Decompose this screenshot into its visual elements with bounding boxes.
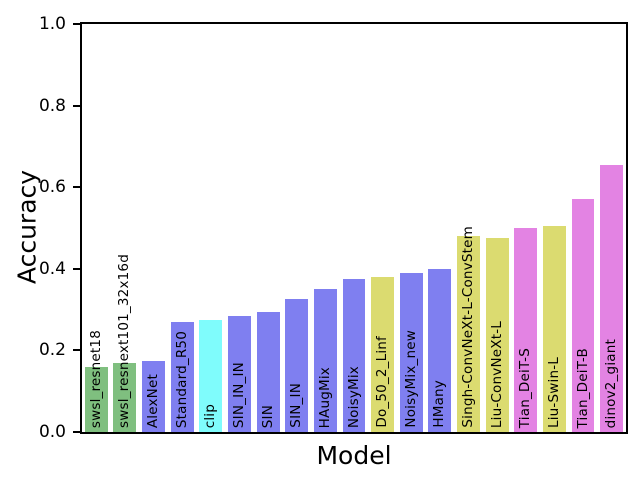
bar-label: Tian_DeiT-B: [574, 347, 591, 428]
bar-clip: [199, 319, 223, 432]
bar-label: Standard_R50: [173, 330, 190, 428]
y-tick-mark: [73, 267, 80, 270]
bar-HMany: [428, 268, 452, 432]
bar-label: AlexNet: [145, 373, 162, 428]
y-tick-mark: [73, 186, 80, 189]
bar-label: Do_50_2_Linf: [374, 336, 391, 428]
bar-Standard_R50: [170, 321, 194, 432]
bar-Tian_DeiT-S: [514, 228, 538, 432]
bar-Tian_DeiT-B: [571, 199, 595, 432]
bars-container: swsl_resnet18 swsl_resnext101_32x16d AlexN…: [82, 24, 626, 432]
y-tick-label: 0.2: [38, 340, 66, 361]
y-tick-label: 0.4: [38, 258, 66, 279]
bar-label: HAugMix: [316, 366, 333, 428]
x-axis-label: Model: [316, 441, 392, 470]
y-tick-label: 1.0: [38, 14, 66, 34]
bar-label: Tian_DeiT-S: [517, 347, 534, 428]
bar-label: HMany: [431, 380, 448, 428]
bar-SIN_IN_IN: [228, 315, 251, 432]
bar-label: SIN_IN_IN: [230, 361, 247, 428]
y-tick-label: 0.6: [38, 177, 66, 198]
y-tick-mark: [73, 23, 80, 25]
bar-label: SIN: [259, 404, 276, 428]
bar-Liu-Swin-L: [542, 225, 566, 432]
y-tick-mark: [73, 431, 80, 433]
bar-label: Singh-ConvNeXt-L-ConvStem: [460, 226, 477, 428]
bar-label: swsl_resnext101_32x16d: [116, 254, 133, 428]
bar-SIN: [256, 311, 280, 432]
bar-Liu-ConvNeXt-L: [485, 238, 509, 432]
bar-label: dinov2_giant: [603, 338, 620, 428]
bar-swsl_resnext101_32x16d: [113, 362, 137, 432]
bar-label: swsl_resnet18: [87, 329, 104, 428]
bar-label: Liu-Swin-L: [545, 356, 562, 428]
y-tick-label: 0.8: [38, 95, 66, 116]
bar-HAugMix: [313, 289, 337, 432]
bar-label: SIN_IN: [288, 383, 305, 428]
bar-label: Liu-ConvNeXt-L: [488, 320, 505, 428]
bar-label: NoisyMix: [345, 365, 362, 428]
bar-AlexNet: [142, 360, 166, 432]
bar-NoisyMix: [342, 279, 366, 432]
bar-label: NoisyMix_new: [402, 330, 419, 428]
plot-area: 0.0 0.2 0.4 0.6 0.8 1.0 swsl_resnet18 swsl_res…: [39, 14, 628, 442]
bar-dinov2_giant: [600, 164, 624, 432]
bar-label: clip: [202, 403, 219, 428]
bar-Do_50_2_Linf: [371, 276, 395, 432]
bar-SIN_IN: [285, 299, 309, 432]
y-axis-ticks: 0.0 0.2 0.4 0.6 0.8 1.0: [39, 14, 626, 442]
bar-swsl_resnet18: [84, 366, 108, 432]
y-tick-label: 0.0: [38, 422, 66, 442]
y-tick-mark: [73, 349, 80, 352]
y-tick-mark: [73, 104, 80, 107]
bar-Singh-ConvNeXt-L-ConvStem: [457, 236, 480, 432]
bar-NoisyMix_new: [399, 272, 423, 432]
